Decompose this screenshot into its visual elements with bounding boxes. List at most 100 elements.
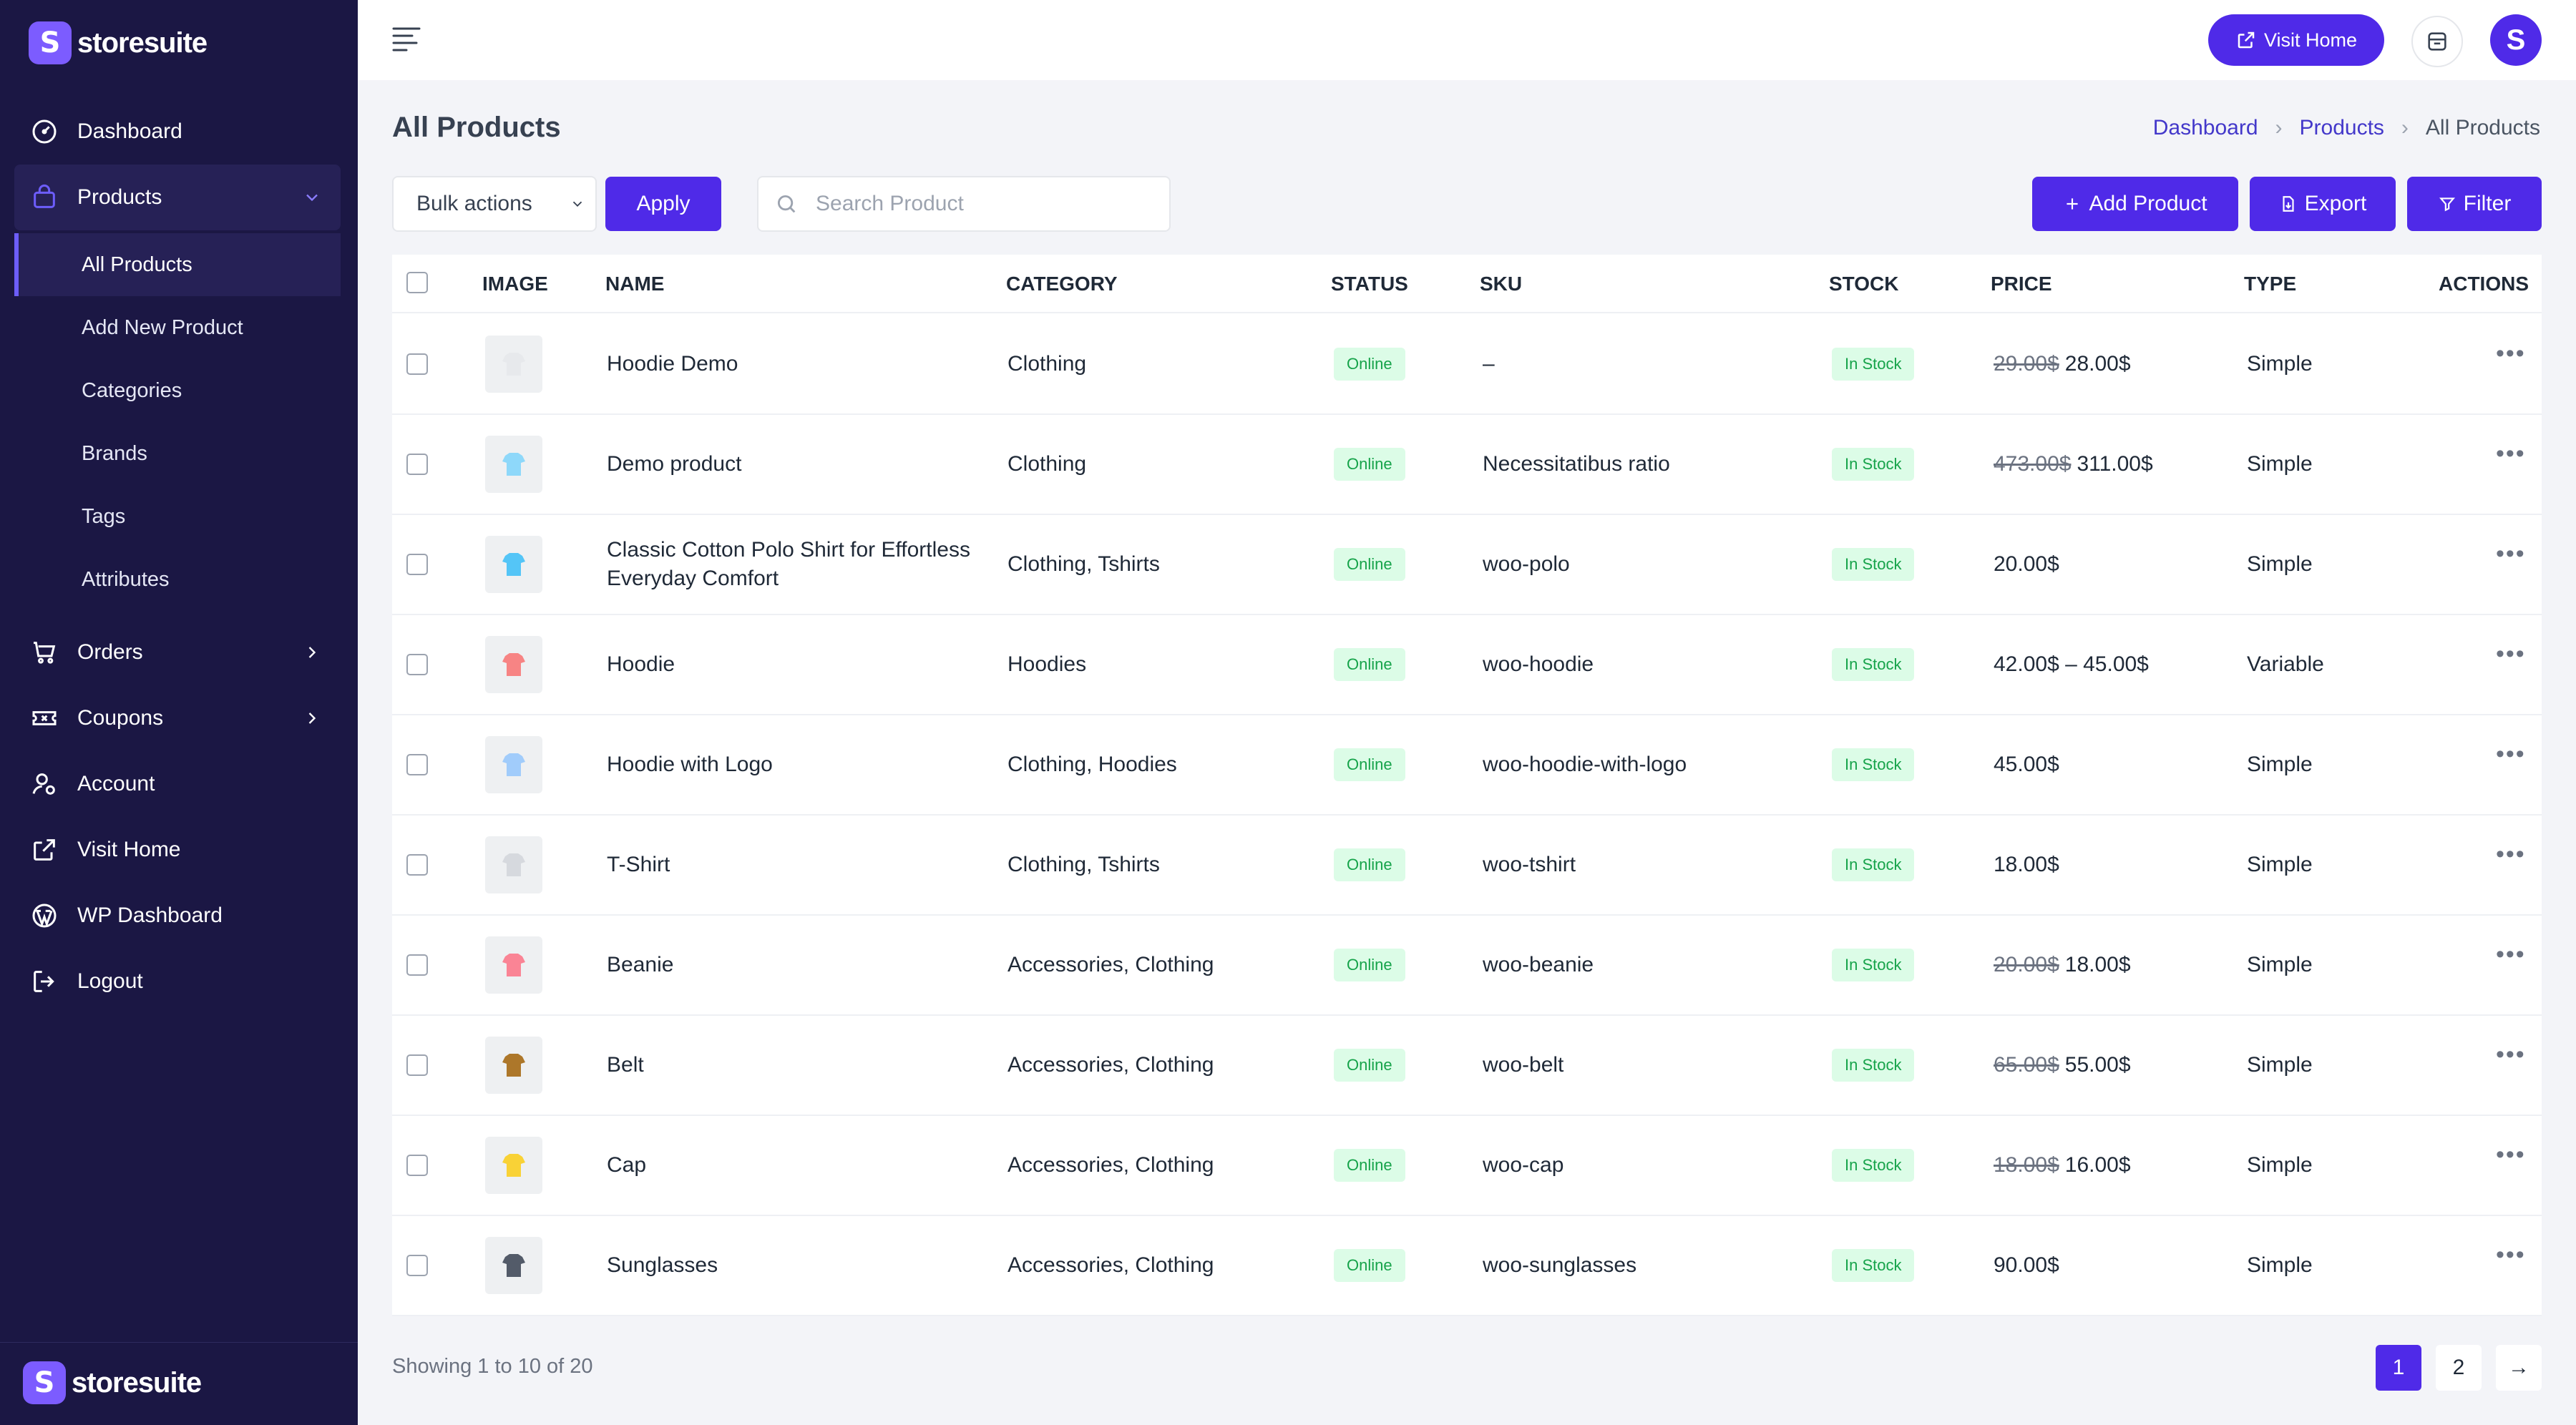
product-thumbnail[interactable]: [485, 336, 542, 393]
product-thumbnail[interactable]: [485, 536, 542, 593]
sidebar-subitem-label: Categories: [82, 378, 182, 402]
row-checkbox[interactable]: [406, 353, 428, 375]
row-checkbox[interactable]: [406, 954, 428, 976]
stock-badge: In Stock: [1832, 1249, 1915, 1282]
apply-button[interactable]: Apply: [605, 177, 721, 231]
table-row[interactable]: Cap Accessories, Clothing Online woo-cap In …: [392, 1116, 2542, 1216]
product-thumbnail[interactable]: [485, 1137, 542, 1194]
product-price: 90.00$: [1994, 1253, 2059, 1278]
more-actions-icon[interactable]: •••: [2496, 340, 2526, 367]
sidebar-item-account[interactable]: Account: [14, 751, 341, 817]
product-name[interactable]: Demo product: [607, 452, 742, 476]
product-thumbnail[interactable]: [485, 936, 542, 994]
chevron-right-icon: [308, 647, 316, 658]
sidebar-item-orders[interactable]: Orders: [14, 620, 341, 685]
sidebar-item-logout[interactable]: Logout: [14, 949, 341, 1014]
menu-toggle-icon[interactable]: [391, 26, 422, 54]
more-actions-icon[interactable]: •••: [2496, 1041, 2526, 1068]
product-name[interactable]: T-Shirt: [607, 853, 670, 876]
more-actions-icon[interactable]: •••: [2496, 1141, 2526, 1168]
sidebar-subitem-tags[interactable]: Tags: [14, 485, 341, 548]
more-actions-icon[interactable]: •••: [2496, 740, 2526, 768]
sidebar-subitem-categories[interactable]: Categories: [14, 359, 341, 422]
product-name[interactable]: Hoodie Demo: [607, 352, 738, 376]
sidebar-subitem-attributes[interactable]: Attributes: [14, 548, 341, 611]
table-row[interactable]: T-Shirt Clothing, Tshirts Online woo-tshirt…: [392, 816, 2542, 916]
column-header-price[interactable]: PRICE: [1991, 273, 2052, 295]
search-input[interactable]: [816, 177, 1159, 230]
sidebar-subitem-add-new-product[interactable]: Add New Product: [14, 296, 341, 359]
product-thumbnail[interactable]: [485, 1237, 542, 1294]
table-row[interactable]: Beanie Accessories, Clothing Online woo-bea…: [392, 916, 2542, 1016]
visit-home-button[interactable]: Visit Home: [2208, 14, 2384, 66]
product-thumbnail[interactable]: [485, 636, 542, 693]
filter-icon: [2439, 197, 2455, 212]
product-name[interactable]: Beanie: [607, 953, 674, 976]
column-header-name[interactable]: NAME: [605, 273, 665, 295]
table-row[interactable]: Hoodie with Logo Clothing, Hoodies Online w…: [392, 715, 2542, 816]
product-thumbnail[interactable]: [485, 736, 542, 793]
page-button-1[interactable]: 1: [2376, 1345, 2421, 1391]
more-actions-icon[interactable]: •••: [2496, 941, 2526, 968]
more-actions-icon[interactable]: •••: [2496, 841, 2526, 868]
row-checkbox[interactable]: [406, 1054, 428, 1076]
sidebar-item-dashboard[interactable]: Dashboard: [14, 99, 341, 165]
row-checkbox[interactable]: [406, 854, 428, 876]
next-page-button[interactable]: →: [2496, 1345, 2542, 1391]
sidebar-item-products[interactable]: Products: [14, 165, 341, 230]
table-row[interactable]: Hoodie Hoodies Online woo-hoodie In Stock 42.…: [392, 615, 2542, 715]
external-link-icon: [2238, 31, 2255, 49]
product-name[interactable]: Hoodie with Logo: [607, 753, 773, 776]
row-checkbox[interactable]: [406, 1255, 428, 1276]
export-button[interactable]: Export: [2250, 177, 2396, 231]
table-row[interactable]: Hoodie Demo Clothing Online – In Stock 29.00$…: [392, 315, 2542, 415]
table-row[interactable]: Demo product Clothing Online Necessitatibus…: [392, 415, 2542, 515]
stock-badge: In Stock: [1832, 1149, 1915, 1182]
status-badge: Online: [1334, 448, 1405, 481]
store-button[interactable]: [2411, 16, 2463, 67]
product-thumbnail[interactable]: [485, 436, 542, 493]
filter-button[interactable]: Filter: [2407, 177, 2542, 231]
breadcrumb-products[interactable]: Products: [2299, 116, 2384, 139]
product-name[interactable]: Sunglasses: [607, 1253, 718, 1277]
breadcrumb-dashboard[interactable]: Dashboard: [2152, 116, 2258, 139]
more-actions-icon[interactable]: •••: [2496, 1241, 2526, 1268]
row-checkbox[interactable]: [406, 454, 428, 475]
brand-logo[interactable]: S storesuite: [29, 21, 208, 64]
product-name[interactable]: Classic Cotton Polo Shirt for Effortless…: [607, 538, 970, 590]
table-row[interactable]: Sunglasses Accessories, Clothing Online woo…: [392, 1216, 2542, 1316]
product-price: 473.00$ 311.00$: [1994, 452, 2153, 476]
row-checkbox[interactable]: [406, 1155, 428, 1176]
sidebar-item-coupons[interactable]: Coupons: [14, 685, 341, 751]
select-all-checkbox[interactable]: [406, 272, 428, 293]
coupon-icon: [32, 711, 57, 725]
product-name[interactable]: Belt: [607, 1053, 644, 1077]
product-price: 18.00$ 16.00$: [1994, 1153, 2131, 1177]
brand-logo-footer[interactable]: S storesuite: [23, 1361, 202, 1404]
more-actions-icon[interactable]: •••: [2496, 640, 2526, 667]
bulk-actions-select[interactable]: Bulk actions: [392, 176, 597, 232]
sidebar-item-label: Dashboard: [77, 119, 182, 143]
row-checkbox[interactable]: [406, 754, 428, 775]
sidebar-subitem-brands[interactable]: Brands: [14, 422, 341, 485]
more-actions-icon[interactable]: •••: [2496, 440, 2526, 467]
breadcrumb: Dashboard › Products › All Products: [2153, 116, 2540, 140]
row-checkbox[interactable]: [406, 654, 428, 675]
product-sku: woo-sunglasses: [1483, 1253, 1637, 1277]
table-row[interactable]: Belt Accessories, Clothing Online woo-belt I…: [392, 1016, 2542, 1116]
product-thumbnail[interactable]: [485, 1037, 542, 1094]
sidebar-item-label: WP Dashboard: [77, 904, 223, 927]
page-button-2[interactable]: 2: [2436, 1345, 2482, 1391]
sidebar-item-wp-dashboard[interactable]: WP Dashboard: [14, 883, 341, 949]
product-name[interactable]: Hoodie: [607, 652, 675, 676]
product-name[interactable]: Cap: [607, 1153, 647, 1177]
sidebar-subitem-all-products[interactable]: All Products: [14, 233, 341, 296]
more-actions-icon[interactable]: •••: [2496, 540, 2526, 567]
table-row[interactable]: Classic Cotton Polo Shirt for Effortless…: [392, 515, 2542, 615]
sidebar-item-visit-home[interactable]: Visit Home: [14, 817, 341, 883]
product-thumbnail[interactable]: [485, 836, 542, 893]
add-product-button[interactable]: Add Product: [2032, 177, 2238, 231]
avatar[interactable]: S: [2490, 14, 2542, 66]
row-checkbox[interactable]: [406, 554, 428, 575]
product-type: Simple: [2247, 1153, 2313, 1177]
